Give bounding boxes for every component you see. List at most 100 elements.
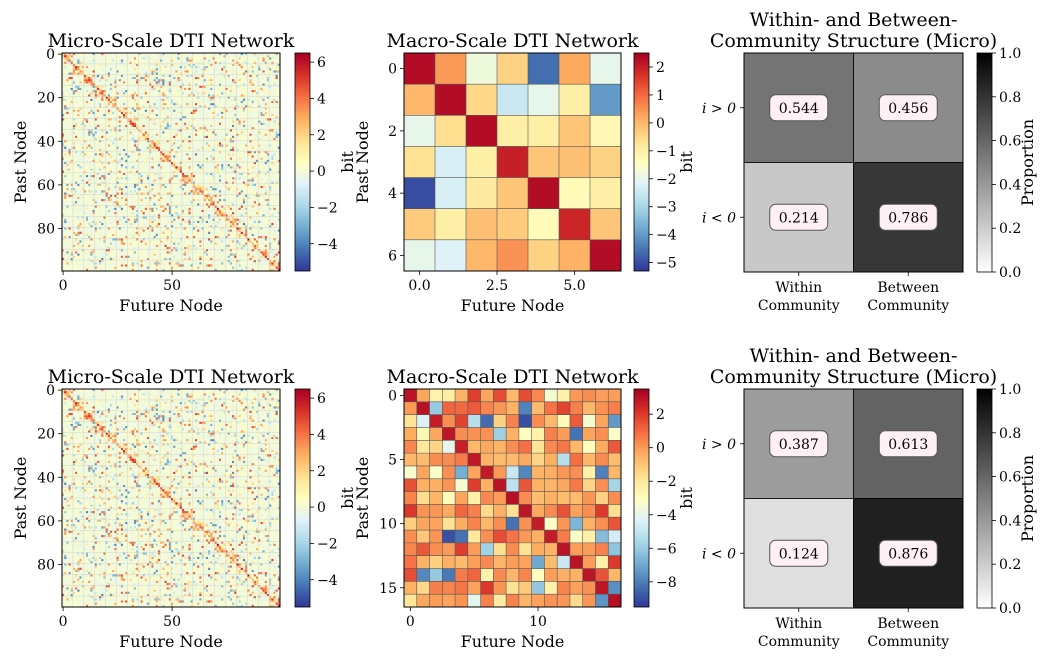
- cell: [125, 158, 127, 160]
- cell: [254, 55, 256, 57]
- cell: [182, 55, 184, 57]
- cell: [82, 77, 84, 79]
- cell: [271, 68, 273, 70]
- cell: [151, 75, 153, 77]
- cell: [263, 140, 265, 142]
- cell: [138, 94, 140, 96]
- cell: [134, 158, 136, 160]
- cell: [101, 55, 103, 57]
- cell: [208, 55, 210, 57]
- cell: [99, 70, 101, 72]
- cell: [134, 68, 136, 70]
- cell: [136, 114, 138, 116]
- cell: [154, 127, 156, 129]
- cell: [232, 62, 234, 64]
- cell: [182, 66, 184, 68]
- cell: [125, 101, 127, 103]
- cell: [93, 136, 95, 138]
- cell: [228, 131, 230, 133]
- cell: [162, 94, 164, 96]
- cell: [64, 158, 66, 160]
- cell: [228, 81, 230, 83]
- cell: [149, 145, 151, 147]
- cell: [221, 55, 223, 57]
- cell: [73, 127, 75, 129]
- cell: [254, 60, 256, 62]
- cell: [82, 86, 84, 88]
- cell: [276, 151, 278, 153]
- cell: [93, 105, 95, 107]
- cell: [204, 118, 206, 120]
- cell: [82, 68, 84, 70]
- cell: [149, 108, 151, 110]
- cell: [171, 129, 173, 131]
- cell: [88, 108, 90, 110]
- cell: [202, 155, 204, 157]
- cell: [254, 112, 256, 114]
- cell: [143, 160, 145, 162]
- cell: [127, 68, 129, 70]
- cell: [162, 79, 164, 81]
- cell: [258, 79, 260, 81]
- cell: [149, 55, 151, 57]
- cell: [110, 151, 112, 153]
- cell: [171, 149, 173, 151]
- cell: [99, 131, 101, 133]
- cell: [108, 110, 110, 112]
- cell: [247, 145, 249, 147]
- cell: [132, 127, 134, 129]
- cell: [208, 64, 210, 66]
- cell: [252, 116, 254, 118]
- cell: [271, 66, 273, 68]
- cell: [271, 155, 273, 157]
- cell: [71, 88, 73, 90]
- cell: [84, 64, 86, 66]
- cell: [145, 147, 147, 149]
- cell: [162, 70, 164, 72]
- cell: [199, 90, 201, 92]
- cell: [206, 68, 208, 70]
- cell: [171, 105, 173, 107]
- cell: [132, 131, 134, 133]
- cell: [256, 73, 258, 75]
- cell: [206, 158, 208, 160]
- cell: [99, 153, 101, 155]
- cell: [156, 108, 158, 110]
- cell: [66, 138, 68, 140]
- cell: [88, 147, 90, 149]
- cell: [260, 97, 262, 99]
- cell: [254, 108, 256, 110]
- cell: [143, 125, 145, 127]
- cell: [260, 90, 262, 92]
- cell: [258, 136, 260, 138]
- cell: [130, 160, 132, 162]
- cell: [232, 131, 234, 133]
- cell: [114, 114, 116, 116]
- cell: [154, 153, 156, 155]
- cell: [97, 125, 99, 127]
- cell: [132, 92, 134, 94]
- cell: [130, 114, 132, 116]
- cell: [210, 127, 212, 129]
- cell: [101, 68, 103, 70]
- cell: [112, 114, 114, 116]
- cell: [206, 92, 208, 94]
- cell: [180, 147, 182, 149]
- cell: [88, 131, 90, 133]
- cell: [184, 88, 186, 90]
- cell: [263, 79, 265, 81]
- cell: [145, 81, 147, 83]
- cell: [140, 101, 142, 103]
- cell: [191, 110, 193, 112]
- cell: [204, 79, 206, 81]
- cell: [119, 142, 121, 144]
- cell: [93, 110, 95, 112]
- cell: [202, 145, 204, 147]
- cell: [132, 84, 134, 86]
- cell: [265, 62, 267, 64]
- cell: [249, 131, 251, 133]
- cell: [110, 127, 112, 129]
- cell: [171, 147, 173, 149]
- cell: [230, 66, 232, 68]
- cell: [69, 158, 71, 160]
